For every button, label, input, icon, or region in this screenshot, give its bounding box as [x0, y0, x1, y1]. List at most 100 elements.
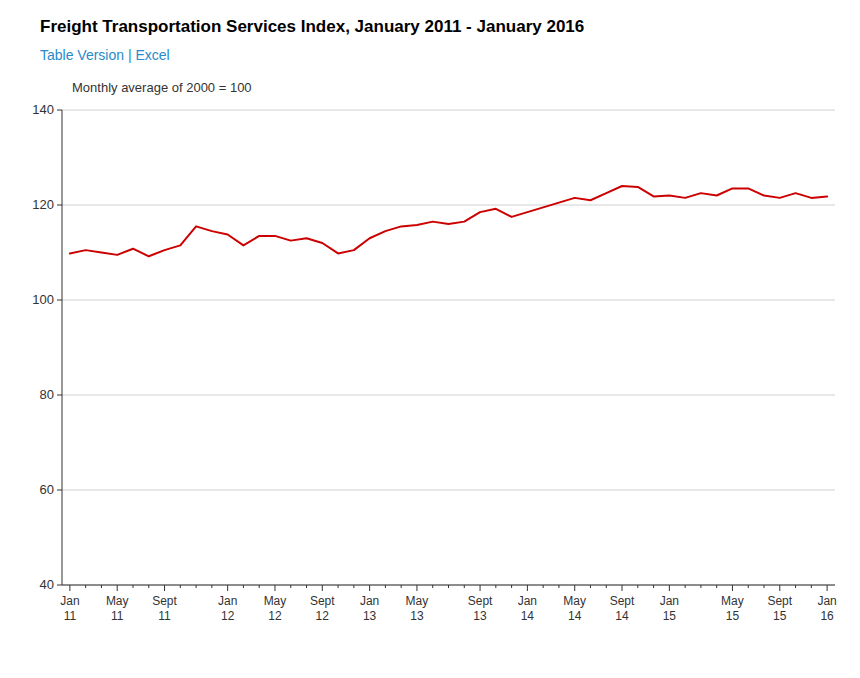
x-tick [274, 585, 275, 591]
x-minor-tick [101, 585, 102, 588]
x-minor-tick [811, 585, 812, 588]
x-tick-label: Sept11 [152, 594, 177, 623]
x-tick-label: Jan16 [817, 594, 836, 623]
x-tick-label-line: 15 [726, 609, 740, 623]
y-axis: 406080100120140 [32, 102, 835, 592]
x-tick-label: Jan13 [360, 594, 379, 623]
x-tick-label-line: Sept [468, 594, 493, 608]
x-tick-label: May13 [406, 594, 429, 623]
y-tick [57, 110, 62, 111]
x-tick [827, 585, 828, 591]
series-line [70, 186, 827, 256]
x-minor-tick [764, 585, 765, 588]
grid-line [62, 110, 835, 111]
title: Freight Transportation Services Index, J… [40, 17, 584, 36]
x-tick-label-line: 16 [820, 609, 834, 623]
x-tick [416, 585, 417, 591]
x-tick-label-line: Jan [60, 594, 79, 608]
x-tick-label-line: 14 [521, 609, 535, 623]
x-tick-label: May14 [563, 594, 586, 623]
x-tick [369, 585, 370, 591]
x-minor-tick [637, 585, 638, 588]
x-minor-tick [558, 585, 559, 588]
x-tick-label: Jan12 [218, 594, 237, 623]
x-minor-tick [385, 585, 386, 588]
x-tick-label-line: Sept [310, 594, 335, 608]
y-tick [57, 585, 62, 586]
x-tick [622, 585, 623, 591]
x-tick-label-line: Jan [218, 594, 237, 608]
y-label: Monthly average of 2000 = 100 [72, 80, 252, 95]
x-minor-tick [180, 585, 181, 588]
x-tick-label-line: 13 [410, 609, 424, 623]
x-tick-label-line: May [721, 594, 744, 608]
x-tick-label-line: 15 [773, 609, 787, 623]
x-tick [227, 585, 228, 591]
x-minor-tick [716, 585, 717, 588]
grid-line [62, 300, 835, 301]
x-minor-tick [748, 585, 749, 588]
x-tick [574, 585, 575, 591]
x-tick [117, 585, 118, 591]
x-tick-label-line: May [563, 594, 586, 608]
x-tick-label-line: May [106, 594, 129, 608]
x-tick-label-line: 13 [363, 609, 377, 623]
x-tick-label: Sept13 [468, 594, 493, 623]
x-tick-label: Sept12 [310, 594, 335, 623]
x-tick [164, 585, 165, 591]
x-minor-tick [495, 585, 496, 588]
y-tick [57, 300, 62, 301]
x-tick-label: Sept14 [610, 594, 635, 623]
x-tick-label-line: 12 [268, 609, 282, 623]
x-tick-label-line: Jan [518, 594, 537, 608]
y-tick [57, 490, 62, 491]
x-tick-label: Jan11 [60, 594, 79, 623]
x-minor-tick [196, 585, 197, 588]
x-tick [322, 585, 323, 591]
x-tick-label-line: 14 [568, 609, 582, 623]
x-tick [732, 585, 733, 591]
x-minor-tick [338, 585, 339, 588]
y-tick [57, 205, 62, 206]
y-tick-label: 60 [40, 482, 54, 497]
x-minor-tick [448, 585, 449, 588]
x-minor-tick [85, 585, 86, 588]
x-tick-label-line: Jan [817, 594, 836, 608]
y-tick-label: 140 [32, 102, 54, 117]
x-tick-label-line: 14 [615, 609, 629, 623]
x-minor-tick [464, 585, 465, 588]
x-tick-label-line: Sept [152, 594, 177, 608]
x-tick-label: May11 [106, 594, 129, 623]
x-tick-label-line: Sept [610, 594, 635, 608]
x-tick-label: Jan15 [660, 594, 679, 623]
x-tick-label-line: 12 [221, 609, 235, 623]
x-axis: Jan11May11Sept11Jan12May12Sept12Jan13May… [60, 585, 837, 623]
x-minor-tick [432, 585, 433, 588]
x-tick-label-line: Jan [360, 594, 379, 608]
x-minor-tick [148, 585, 149, 588]
x-minor-tick [511, 585, 512, 588]
x-tick-label: Sept15 [767, 594, 792, 623]
y-tick-label: 80 [40, 387, 54, 402]
x-minor-tick [401, 585, 402, 588]
x-tick-label: May15 [721, 594, 744, 623]
x-tick-label-line: 11 [158, 609, 171, 623]
grid-line [62, 395, 835, 396]
x-minor-tick [606, 585, 607, 588]
x-minor-tick [543, 585, 544, 588]
x-tick-label-line: 13 [473, 609, 487, 623]
x-minor-tick [653, 585, 654, 588]
chart: Freight Transportation Services Index, J… [0, 0, 860, 678]
x-minor-tick [243, 585, 244, 588]
plot-area [70, 186, 827, 256]
x-tick-label-line: 11 [64, 609, 77, 623]
x-tick-label-line: May [264, 594, 287, 608]
x-minor-tick [685, 585, 686, 588]
x-minor-tick [306, 585, 307, 588]
x-tick-label-line: May [406, 594, 429, 608]
x-minor-tick [590, 585, 591, 588]
x-tick [779, 585, 780, 591]
subtitle: Table Version | Excel [40, 47, 170, 63]
x-minor-tick [290, 585, 291, 588]
y-tick [57, 395, 62, 396]
